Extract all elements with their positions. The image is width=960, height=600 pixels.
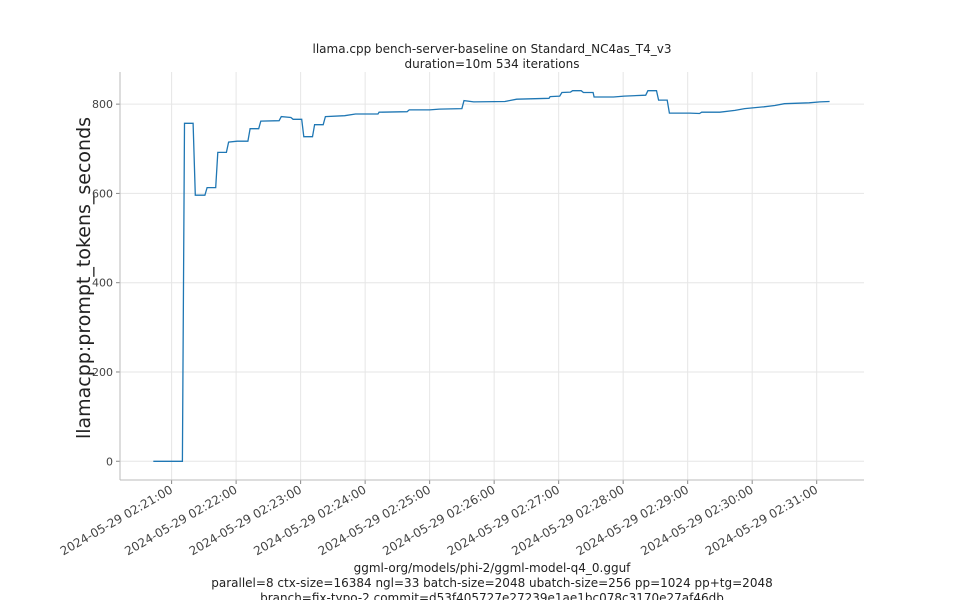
y-tick-label: 400 [92,277,113,290]
x-tick-label: 2024-05-29 02:22:00 [122,482,239,558]
y-tick-label: 800 [92,98,113,111]
footer-line: ggml-org/models/phi-2/ggml-model-q4_0.gg… [354,561,632,575]
x-tick-label: 2024-05-29 02:27:00 [445,482,562,558]
y-tick-label: 0 [106,455,113,468]
x-tick-label: 2024-05-29 02:23:00 [187,482,304,558]
x-tick-label: 2024-05-29 02:30:00 [638,482,755,558]
x-tick-label: 2024-05-29 02:21:00 [58,482,175,558]
x-tick-label: 2024-05-29 02:28:00 [509,482,626,558]
x-tick-label: 2024-05-29 02:26:00 [380,482,497,558]
footer-line: branch=fix-typo-2 commit=d53f405727e2723… [260,591,724,600]
x-tick-label: 2024-05-29 02:24:00 [251,482,368,558]
x-tick-label: 2024-05-29 02:25:00 [316,482,433,558]
x-tick-label: 2024-05-29 02:31:00 [703,482,820,558]
y-tick-label: 200 [92,366,113,379]
y-axis-label: llamacpp:prompt_tokens_seconds [73,117,95,439]
x-tick-label: 2024-05-29 02:29:00 [574,482,691,558]
data-line [153,90,830,462]
chart-title: llama.cpp bench-server-baseline on Stand… [313,42,672,56]
chart-subtitle: duration=10m 534 iterations [405,57,580,71]
y-tick-label: 600 [92,187,113,200]
footer-line: parallel=8 ctx-size=16384 ngl=33 batch-s… [211,576,772,590]
